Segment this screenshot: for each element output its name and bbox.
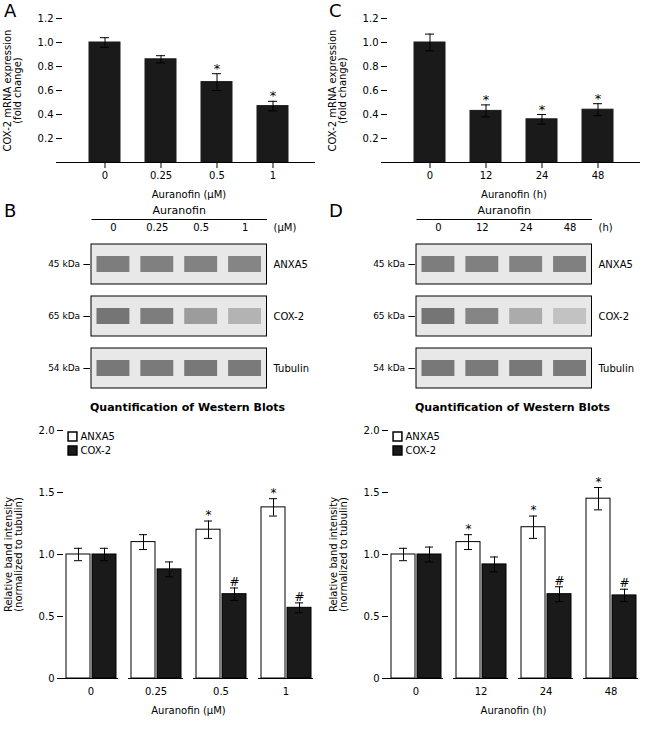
html-text:B: B: [4, 200, 17, 221]
svg-text:0.6: 0.6: [38, 85, 54, 96]
svg-text:0.8: 0.8: [363, 61, 379, 72]
svg-text:0.8: 0.8: [38, 61, 54, 72]
svg-text:Auranofin (h): Auranofin (h): [481, 189, 547, 200]
svg-text:Auranofin (μM): Auranofin (μM): [151, 705, 226, 716]
svg-text:0.25: 0.25: [146, 222, 168, 233]
html-text:Quantification of Western Blot: Quantification of Western Blots: [415, 401, 610, 414]
svg-text:ANXA5: ANXA5: [406, 431, 440, 442]
svg-text:*: *: [271, 486, 277, 500]
svg-text:1: 1: [242, 222, 248, 233]
svg-text:45 kDa: 45 kDa: [48, 259, 80, 269]
svg-text:12: 12: [480, 170, 493, 181]
svg-text:54 kDa: 54 kDa: [373, 363, 405, 373]
svg-text:0: 0: [88, 686, 94, 697]
html-text:C: C: [329, 0, 342, 21]
html-text:Quantification of Western Blot: Quantification of Western Blots: [90, 401, 285, 414]
svg-text:0.25: 0.25: [145, 686, 167, 697]
svg-text:1.0: 1.0: [363, 37, 379, 48]
svg-text:48: 48: [592, 170, 605, 181]
svg-text:0: 0: [110, 222, 116, 233]
svg-text:0.5: 0.5: [209, 170, 225, 181]
svg-text:*: *: [466, 522, 472, 536]
svg-text:Tubulin: Tubulin: [598, 363, 635, 374]
svg-text:24: 24: [520, 222, 533, 233]
svg-text:1.5: 1.5: [364, 487, 380, 498]
svg-text:Tubulin: Tubulin: [273, 363, 310, 374]
svg-text:COX-2: COX-2: [81, 445, 112, 456]
svg-text:*: *: [483, 92, 490, 107]
svg-text:0.5: 0.5: [364, 611, 380, 622]
svg-text:0.5: 0.5: [39, 611, 55, 622]
html-text:A: A: [4, 0, 17, 21]
svg-text:0: 0: [427, 170, 433, 181]
svg-text:24: 24: [536, 170, 549, 181]
svg-text:*: *: [214, 61, 221, 76]
svg-text:Auranofin: Auranofin: [153, 204, 206, 217]
svg-text:1.0: 1.0: [38, 37, 54, 48]
svg-text:ANXA5: ANXA5: [81, 431, 115, 442]
html-text:D: D: [329, 200, 343, 221]
svg-text:#: #: [554, 574, 564, 588]
svg-text:Relative band intensity(normal: Relative band intensity(normalized to tu…: [3, 497, 24, 612]
svg-text:(h): (h): [599, 222, 613, 233]
svg-text:0.2: 0.2: [38, 133, 54, 144]
svg-text:Auranofin: Auranofin: [478, 204, 531, 217]
svg-text:65 kDa: 65 kDa: [373, 311, 405, 321]
svg-text:45 kDa: 45 kDa: [373, 259, 405, 269]
svg-text:2.0: 2.0: [364, 425, 380, 436]
svg-text:48: 48: [564, 222, 577, 233]
svg-text:COX-2 mRNA expression(fold cha: COX-2 mRNA expression(fold change): [2, 30, 23, 152]
svg-text:1.0: 1.0: [364, 549, 380, 560]
svg-text:Auranofin (h): Auranofin (h): [481, 705, 547, 716]
svg-text:0.5: 0.5: [193, 222, 209, 233]
svg-text:*: *: [595, 91, 602, 106]
svg-text:1: 1: [270, 170, 276, 181]
svg-text:0.4: 0.4: [363, 109, 379, 120]
svg-text:ANXA5: ANXA5: [599, 259, 633, 270]
svg-text:*: *: [596, 475, 602, 489]
svg-text:COX-2 mRNA expression(fold cha: COX-2 mRNA expression(fold change): [327, 30, 348, 152]
svg-text:0.2: 0.2: [363, 133, 379, 144]
svg-text:1.2: 1.2: [38, 13, 54, 24]
svg-text:1.2: 1.2: [363, 13, 379, 24]
svg-text:0: 0: [435, 222, 441, 233]
svg-text:COX-2: COX-2: [406, 445, 437, 456]
svg-text:0.25: 0.25: [150, 170, 172, 181]
svg-text:#: #: [229, 575, 239, 589]
svg-text:1: 1: [283, 686, 289, 697]
svg-text:Auranofin (μM): Auranofin (μM): [152, 189, 227, 200]
svg-text:COX-2: COX-2: [274, 311, 305, 322]
svg-text:COX-2: COX-2: [599, 311, 630, 322]
svg-text:ANXA5: ANXA5: [274, 259, 308, 270]
svg-text:0.5: 0.5: [213, 686, 229, 697]
svg-text:48: 48: [605, 686, 618, 697]
svg-text:24: 24: [540, 686, 553, 697]
svg-text:(μM): (μM): [274, 222, 297, 233]
svg-text:*: *: [531, 503, 537, 517]
svg-text:0: 0: [102, 170, 108, 181]
svg-text:12: 12: [475, 686, 488, 697]
svg-text:0: 0: [413, 686, 419, 697]
svg-text:1.0: 1.0: [39, 549, 55, 560]
svg-text:65 kDa: 65 kDa: [48, 311, 80, 321]
svg-text:0.4: 0.4: [38, 109, 54, 120]
svg-text:Relative band intensity(normal: Relative band intensity(normalized to tu…: [328, 497, 349, 612]
svg-text:0: 0: [373, 673, 379, 684]
svg-text:*: *: [539, 102, 546, 117]
svg-text:0: 0: [48, 673, 54, 684]
svg-text:#: #: [619, 576, 629, 590]
svg-text:54 kDa: 54 kDa: [48, 363, 80, 373]
svg-text:0.6: 0.6: [363, 85, 379, 96]
svg-text:12: 12: [476, 222, 489, 233]
svg-text:1.5: 1.5: [39, 487, 55, 498]
svg-text:2.0: 2.0: [39, 425, 55, 436]
svg-text:*: *: [270, 88, 277, 103]
svg-text:*: *: [206, 508, 212, 522]
svg-text:#: #: [294, 590, 304, 604]
